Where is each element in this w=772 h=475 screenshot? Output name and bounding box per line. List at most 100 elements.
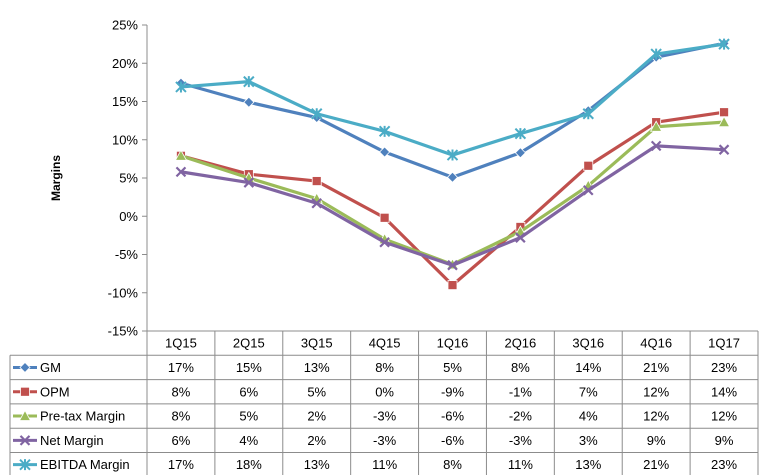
category-label: 3Q16 (572, 336, 604, 351)
diamond-marker (379, 146, 391, 158)
diamond-marker (243, 96, 255, 108)
data-point (514, 127, 527, 140)
y-tick-label: 5% (119, 171, 138, 186)
data-label: 11% (372, 457, 397, 472)
data-label: 8% (375, 360, 394, 375)
data-point (583, 160, 594, 171)
y-tick-label: 20% (112, 56, 138, 71)
series-name-label: EBITDA Margin (40, 457, 130, 472)
x-marker (583, 184, 594, 196)
square-marker (447, 280, 458, 291)
y-tick-label: -5% (115, 247, 139, 262)
data-label: 14% (711, 384, 737, 399)
diamond-marker (19, 361, 31, 374)
category-label: 4Q16 (640, 336, 672, 351)
data-label: 6% (172, 433, 191, 448)
category-label: 3Q15 (301, 336, 333, 351)
x-marker (19, 435, 31, 446)
star-marker (378, 125, 391, 138)
data-point (175, 166, 187, 178)
data-label: 3% (579, 433, 598, 448)
category-label: 4Q15 (369, 336, 401, 351)
data-label: 23% (711, 457, 737, 472)
data-label: 4% (579, 409, 598, 424)
data-label: 13% (304, 360, 330, 375)
square-marker (583, 160, 594, 171)
data-point (650, 140, 662, 152)
x-marker (243, 177, 255, 188)
y-tick-label: -10% (108, 285, 139, 300)
data-label: -9% (441, 384, 465, 399)
data-point (515, 232, 526, 243)
data-label: 18% (236, 457, 262, 472)
series-name-label: Pre-tax Margin (40, 409, 125, 424)
data-label: 8% (511, 360, 530, 375)
data-point (649, 120, 663, 132)
data-point (379, 236, 390, 248)
star-marker (311, 108, 323, 120)
y-tick-label: -15% (108, 324, 139, 339)
data-point (378, 125, 391, 138)
category-label: 1Q16 (437, 336, 469, 351)
data-label: 21% (643, 457, 669, 472)
x-marker (311, 197, 322, 209)
data-label: 5% (239, 409, 258, 424)
triangle-marker (649, 120, 663, 132)
legend-key (13, 435, 37, 446)
square-marker (379, 212, 390, 223)
data-label: 8% (172, 384, 191, 399)
series-ebitda-margin (175, 38, 730, 161)
series-name-label: GM (40, 360, 61, 375)
data-label: -3% (373, 433, 397, 448)
triangle-marker (174, 149, 188, 161)
data-point (447, 280, 458, 291)
data-point (174, 149, 188, 161)
series-name-label: Net Margin (40, 433, 104, 448)
star-marker (718, 38, 730, 50)
data-point (650, 48, 662, 60)
series-net-margin (175, 140, 730, 271)
y-axis-title: Margins (49, 155, 63, 201)
series-pre-tax-margin (174, 115, 731, 270)
table-row-opm: OPM 8% 6% 5% 0% -9% -1% 7% 12% 14% (13, 384, 737, 399)
table-row-net-margin: Net Margin 6% 4% 2% -3% -6% -3% 3% 9% 9% (13, 433, 734, 448)
data-label: 13% (575, 457, 601, 472)
star-marker (514, 127, 527, 140)
square-marker (311, 176, 322, 186)
data-label: -3% (509, 433, 533, 448)
y-tick-label: 15% (112, 94, 138, 109)
series-name-label: OPM (40, 384, 70, 399)
data-label: 15% (236, 360, 262, 375)
legend-key (13, 361, 37, 374)
x-marker (650, 140, 662, 152)
data-label: 17% (168, 360, 194, 375)
series-lines (174, 37, 731, 291)
data-table-grid (9, 330, 759, 475)
data-point (514, 147, 526, 159)
category-label: 2Q16 (504, 336, 536, 351)
diamond-marker (514, 147, 526, 159)
data-table: 1Q15 2Q15 3Q15 4Q15 1Q16 2Q16 3Q16 4Q16 1Q17 GM 17… (13, 336, 740, 472)
category-label: 1Q15 (165, 336, 197, 351)
data-label: 9% (647, 433, 666, 448)
y-axis: -15% -10% -5% 0% 5% 10% 15% 20% 25% (108, 18, 148, 339)
data-label: -2% (509, 409, 533, 424)
square-marker (20, 386, 30, 397)
x-marker (175, 166, 187, 178)
data-point (311, 108, 323, 120)
data-point (311, 176, 322, 186)
x-marker (718, 144, 730, 155)
x-marker (379, 236, 390, 248)
data-point (243, 75, 255, 88)
star-marker (19, 458, 31, 471)
data-label: -1% (509, 384, 533, 399)
data-label: 0% (375, 384, 394, 399)
category-label: 2Q15 (233, 336, 265, 351)
y-tick-label: 0% (119, 209, 138, 224)
star-marker (446, 149, 459, 161)
data-point (243, 177, 255, 188)
data-label: 5% (307, 384, 326, 399)
data-label: 23% (711, 360, 737, 375)
data-point (583, 184, 594, 196)
